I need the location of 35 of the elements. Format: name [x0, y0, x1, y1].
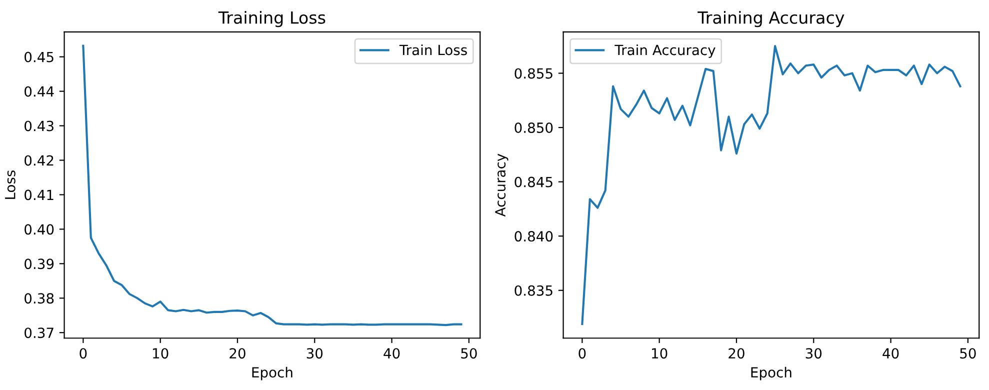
x-tick-label: 20: [728, 348, 744, 359]
y-axis-title: Loss: [5, 170, 16, 199]
y-tick-label: 0.42: [24, 155, 54, 166]
y-tick-label: 0.45: [24, 52, 54, 62]
x-tick-label: 50: [960, 348, 976, 359]
x-tick-label: 50: [461, 348, 477, 359]
x-tick-label: 20: [230, 348, 246, 359]
x-tick-label: 0: [80, 348, 87, 359]
y-tick-label: 0.40: [24, 224, 54, 235]
y-tick-label: 0.845: [514, 176, 552, 188]
x-tick-label: 10: [153, 348, 168, 359]
chart-title: Training Loss: [218, 10, 326, 28]
y-tick-label: 0.41: [24, 190, 54, 200]
line-series: [581, 45, 962, 326]
y-tick-label: 0.37: [24, 328, 54, 338]
y-tick-label: 0.835: [514, 285, 552, 296]
x-tick-label: 30: [306, 348, 323, 359]
chart-title: Training Accuracy: [698, 10, 844, 28]
y-axis-title: Accuracy: [495, 154, 508, 217]
x-axis-title: Epoch: [751, 366, 792, 380]
y-tick-label: 0.38: [24, 293, 54, 304]
x-axis-title: Epoch: [252, 366, 292, 380]
y-tick-label: 0.43: [24, 120, 54, 132]
x-tick-label: 30: [806, 348, 822, 359]
legend-label: Train Accuracy: [614, 44, 716, 58]
y-tick-label: 0.850: [514, 122, 553, 133]
y-tick-label: 0.44: [24, 86, 54, 97]
y-tick-label: 0.840: [514, 231, 553, 242]
y-tick-label: 0.855: [514, 68, 552, 79]
x-tick-label: 0: [578, 348, 586, 359]
x-tick-label: 40: [882, 348, 899, 359]
legend-label: Train Loss: [399, 44, 467, 56]
x-tick-label: 10: [652, 348, 668, 359]
y-tick-label: 0.39: [24, 258, 54, 270]
x-tick-label: 40: [384, 348, 400, 359]
